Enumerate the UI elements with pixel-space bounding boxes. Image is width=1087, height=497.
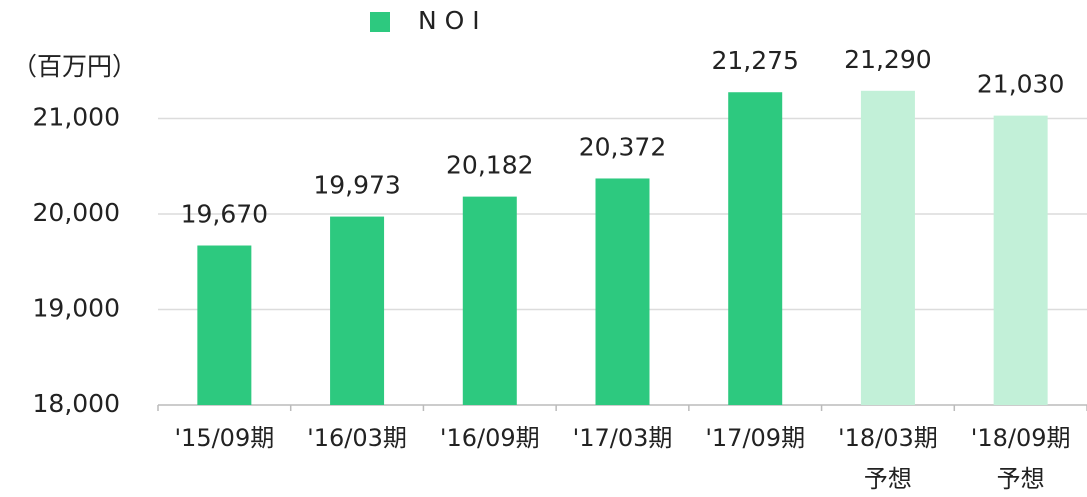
x-tick-label: '16/03期 — [307, 424, 407, 452]
data-label: 21,290 — [844, 45, 931, 74]
bar — [462, 196, 517, 405]
bar — [993, 115, 1048, 405]
bar — [330, 216, 385, 405]
y-tick-label: 18,000 — [33, 389, 120, 418]
data-label: 20,372 — [579, 132, 666, 161]
data-label: 21,275 — [711, 46, 798, 75]
x-tick-label: '18/09期 予想 — [970, 424, 1071, 493]
bar — [197, 245, 252, 405]
x-tick-label: '17/09期 — [705, 424, 806, 452]
bar — [860, 90, 915, 406]
bar — [595, 178, 650, 405]
legend-label: N O I — [418, 6, 480, 35]
y-tick-label: 20,000 — [33, 198, 120, 227]
data-label: 19,973 — [313, 171, 400, 200]
x-tick-label: '18/03期 予想 — [838, 424, 938, 493]
data-label: 20,182 — [446, 151, 533, 180]
bar — [728, 92, 783, 406]
unit-label: （百万円） — [12, 52, 137, 81]
y-tick-label: 19,000 — [33, 294, 120, 323]
legend-swatch — [370, 12, 390, 32]
x-tick-label: '16/09期 — [439, 424, 540, 452]
y-tick-label: 21,000 — [33, 103, 120, 132]
x-tick-label: '17/03期 — [572, 424, 673, 452]
data-label: 19,670 — [181, 200, 268, 229]
x-tick-label: '15/09期 — [174, 424, 275, 452]
data-label: 21,030 — [977, 70, 1064, 99]
